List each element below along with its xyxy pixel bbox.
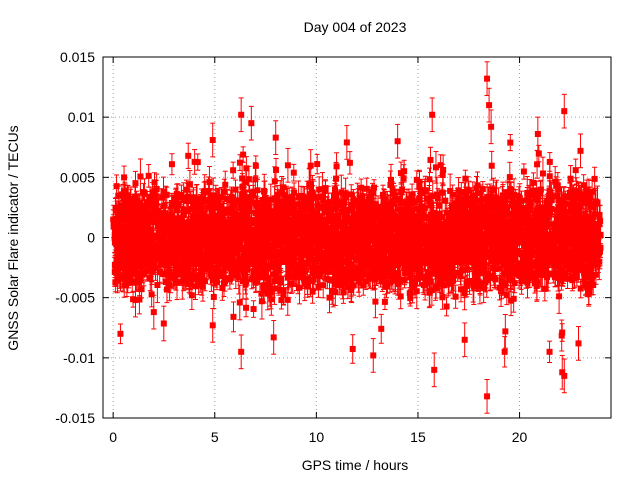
point-marker bbox=[534, 161, 541, 168]
data-point bbox=[236, 284, 243, 321]
point-marker bbox=[258, 298, 265, 305]
point-marker bbox=[389, 252, 396, 259]
point-marker bbox=[174, 279, 181, 286]
point-marker bbox=[413, 176, 420, 183]
data-point bbox=[250, 300, 257, 318]
point-marker bbox=[427, 278, 434, 285]
point-marker bbox=[461, 286, 468, 293]
point-marker bbox=[397, 293, 404, 300]
point-marker bbox=[273, 166, 280, 173]
point-marker bbox=[479, 186, 486, 193]
point-marker bbox=[401, 168, 408, 175]
point-marker bbox=[333, 175, 340, 182]
point-marker bbox=[245, 176, 252, 183]
point-marker bbox=[426, 176, 433, 183]
point-marker bbox=[597, 217, 604, 224]
point-marker bbox=[407, 295, 414, 302]
data-point bbox=[501, 336, 508, 368]
point-marker bbox=[188, 292, 195, 299]
point-marker bbox=[363, 185, 370, 192]
point-marker bbox=[591, 175, 598, 182]
data-point bbox=[140, 183, 147, 202]
point-marker bbox=[552, 178, 559, 185]
data-points bbox=[110, 61, 604, 414]
point-marker bbox=[553, 207, 560, 214]
data-point bbox=[535, 144, 542, 163]
point-marker bbox=[146, 261, 153, 268]
point-marker bbox=[230, 167, 237, 174]
point-marker bbox=[138, 286, 145, 293]
point-marker bbox=[501, 348, 508, 355]
point-marker bbox=[156, 269, 163, 276]
data-point bbox=[243, 298, 250, 318]
point-marker bbox=[205, 188, 212, 195]
point-marker bbox=[132, 180, 139, 187]
point-marker bbox=[462, 192, 469, 199]
data-point bbox=[230, 161, 237, 179]
point-marker bbox=[375, 205, 382, 212]
point-marker bbox=[195, 278, 202, 285]
point-marker bbox=[452, 293, 459, 300]
point-marker bbox=[243, 304, 250, 311]
point-marker bbox=[117, 330, 124, 337]
point-marker bbox=[280, 292, 287, 299]
point-marker bbox=[358, 184, 365, 191]
point-marker bbox=[541, 285, 548, 292]
point-marker bbox=[333, 163, 340, 170]
point-marker bbox=[296, 284, 303, 291]
point-marker bbox=[206, 179, 213, 186]
point-marker bbox=[524, 279, 531, 286]
point-marker bbox=[444, 270, 451, 277]
data-point bbox=[185, 142, 192, 169]
point-marker bbox=[427, 156, 434, 163]
point-marker bbox=[236, 299, 243, 306]
point-marker bbox=[473, 185, 480, 192]
point-marker bbox=[513, 265, 520, 272]
point-marker bbox=[537, 186, 544, 193]
point-marker bbox=[310, 276, 317, 283]
point-marker bbox=[567, 175, 574, 182]
point-marker bbox=[390, 198, 397, 205]
point-marker bbox=[250, 306, 257, 313]
point-marker bbox=[185, 152, 192, 159]
point-marker bbox=[556, 293, 563, 300]
point-marker bbox=[594, 226, 601, 233]
point-marker bbox=[228, 272, 235, 279]
point-marker bbox=[243, 165, 250, 172]
point-marker bbox=[535, 150, 542, 157]
point-marker bbox=[539, 170, 546, 177]
point-marker bbox=[140, 189, 147, 196]
point-marker bbox=[577, 285, 584, 292]
data-point bbox=[117, 323, 124, 345]
data-point bbox=[427, 146, 434, 174]
point-marker bbox=[239, 175, 246, 182]
point-marker bbox=[397, 170, 404, 177]
data-point bbox=[273, 157, 280, 182]
point-marker bbox=[439, 294, 446, 301]
point-marker bbox=[148, 291, 155, 298]
point-marker bbox=[284, 296, 291, 303]
point-marker bbox=[342, 191, 349, 198]
point-marker bbox=[348, 201, 355, 208]
point-marker bbox=[237, 238, 244, 245]
point-marker bbox=[387, 182, 394, 189]
point-marker bbox=[555, 203, 562, 210]
point-marker bbox=[166, 282, 173, 289]
point-marker bbox=[121, 174, 128, 181]
point-marker bbox=[369, 189, 376, 196]
